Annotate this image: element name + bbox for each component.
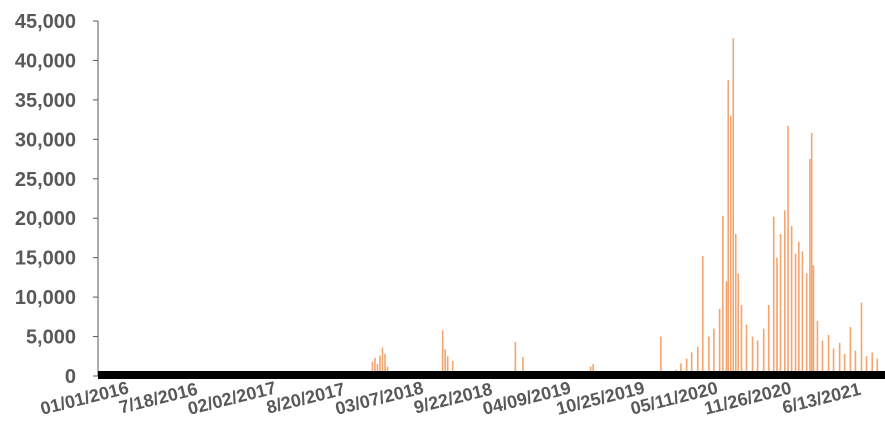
x-axis-baseline: [98, 371, 885, 379]
bar: [680, 363, 682, 376]
bar: [798, 241, 800, 376]
bar: [384, 353, 386, 376]
bar: [827, 334, 830, 376]
bar: [592, 364, 594, 376]
bar: [696, 346, 699, 376]
bar: [514, 342, 517, 376]
y-tick-label: 45,000: [15, 11, 76, 33]
bar: [522, 357, 524, 376]
bar: [740, 305, 743, 376]
x-tick-label: 6/13/2021: [780, 379, 863, 418]
y-tick-label: 10,000: [15, 287, 76, 309]
bar: [810, 133, 813, 376]
bar: [779, 234, 782, 376]
bar: [381, 347, 384, 376]
bar: [708, 336, 710, 376]
bar: [441, 330, 444, 376]
bar: [446, 356, 449, 376]
bar: [374, 357, 376, 376]
bar: [371, 361, 374, 376]
bar: [713, 328, 715, 376]
y-tick-label: 40,000: [15, 50, 76, 72]
bar: [816, 320, 819, 376]
bar: [787, 125, 789, 376]
x-axis: [98, 371, 885, 379]
bar: [701, 256, 704, 376]
bar: [871, 352, 874, 376]
bar: [451, 361, 454, 376]
bar: [812, 265, 815, 376]
bar: [737, 273, 740, 376]
bar: [809, 159, 811, 376]
bar: [751, 336, 754, 376]
bar: [794, 253, 797, 376]
y-tick-label: 35,000: [15, 90, 76, 112]
bar: [727, 80, 730, 377]
bar: [843, 353, 846, 376]
bar: [444, 349, 446, 376]
bar: [790, 226, 793, 376]
bar: [660, 336, 662, 376]
bar: [854, 350, 857, 376]
bar: [722, 215, 724, 376]
bar: [784, 210, 786, 376]
bar-series: [371, 38, 879, 377]
bar: [821, 340, 824, 376]
bar: [756, 340, 759, 376]
y-tick-label: 15,000: [15, 248, 76, 270]
bar: [379, 355, 381, 376]
bar: [685, 358, 688, 376]
bar: [762, 328, 765, 376]
y-axis: 0 5,000 10,000 15,000 20,000 25,000 30,000 35,0…: [15, 11, 99, 388]
x-axis-tick-labels: 01/01/20167/18/201602/02/20178/20/201703…: [38, 378, 862, 419]
bar: [745, 324, 748, 376]
bar: [734, 234, 737, 376]
bar: [805, 273, 808, 376]
bar: [718, 308, 721, 376]
bar: [865, 356, 868, 376]
bar: [376, 364, 379, 376]
bar: [876, 358, 879, 376]
bar: [849, 327, 852, 376]
y-tick-label: 0: [65, 366, 76, 388]
bar: [838, 342, 841, 376]
bar: [772, 216, 775, 376]
y-tick-label: 5,000: [26, 327, 76, 349]
bar: [690, 352, 693, 376]
bar: [729, 115, 732, 377]
y-tick-label: 30,000: [15, 129, 76, 151]
bar: [767, 305, 770, 376]
bar: [860, 302, 863, 376]
bar: [725, 281, 728, 376]
y-tick-label: 20,000: [15, 208, 76, 230]
bar: [732, 38, 735, 377]
bar: [801, 251, 804, 376]
y-tick-label: 25,000: [15, 169, 76, 191]
bar: [776, 257, 778, 376]
bar: [832, 348, 835, 376]
